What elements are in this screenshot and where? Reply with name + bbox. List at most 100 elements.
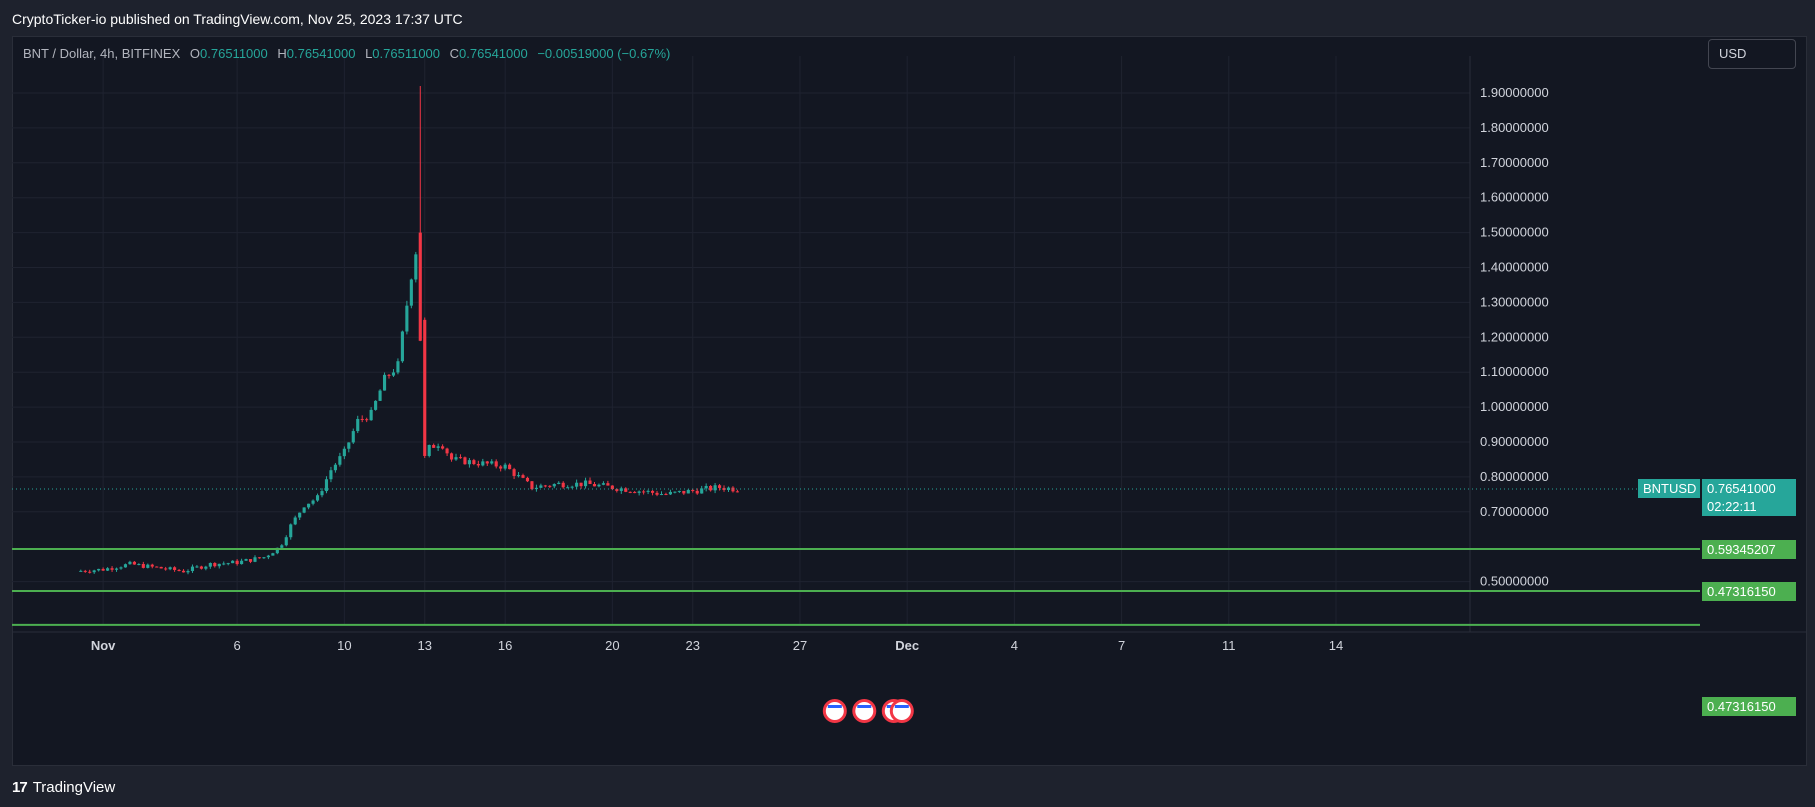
x-tick-label: 20: [605, 638, 619, 653]
candle-body: [418, 232, 422, 341]
candle-body: [664, 494, 668, 496]
candle-body: [253, 557, 257, 562]
candle-body: [378, 390, 382, 401]
candle-body: [655, 492, 659, 495]
candle-body: [159, 566, 163, 569]
level-price-tag: 0.47316150: [1702, 581, 1796, 601]
high-label: H: [277, 46, 287, 61]
candle-body: [356, 418, 360, 432]
candle-body: [606, 483, 610, 486]
candle-body: [731, 487, 735, 492]
us-flag-event-icon-face: [855, 702, 874, 720]
candle-body: [298, 512, 302, 518]
candle-body: [222, 563, 226, 565]
currency-button[interactable]: USD: [1708, 39, 1796, 69]
last-price-tag: 0.76541000: [1702, 478, 1796, 498]
candle-body: [329, 470, 333, 480]
candle-body: [101, 568, 105, 571]
candle-body: [570, 486, 574, 488]
candle-body: [110, 568, 114, 570]
candle-body: [539, 485, 543, 488]
candle-body: [525, 477, 530, 482]
candle-body: [391, 372, 396, 376]
candle-body: [463, 457, 467, 465]
candle-body: [262, 557, 266, 559]
candle-body: [173, 567, 177, 570]
candle-body: [360, 418, 364, 420]
candle-body: [592, 483, 597, 487]
candle-body: [289, 524, 293, 538]
us-flag-event-icon-stripe: [857, 705, 872, 708]
candle-body: [633, 492, 637, 494]
candle-body: [677, 490, 681, 492]
candle-body: [146, 564, 150, 568]
candle-body: [92, 570, 96, 573]
candle-body: [414, 254, 418, 280]
x-tick-label: 4: [1011, 638, 1018, 653]
candle-body: [668, 491, 672, 495]
candle-body: [494, 461, 498, 467]
candle-body: [575, 482, 579, 487]
candle-body: [601, 483, 605, 485]
ohlc-legend: BNT / Dollar, 4h, BITFINEX O0.76511000 H…: [23, 46, 670, 61]
candle-body: [199, 566, 203, 569]
x-tick-label: 16: [498, 638, 512, 653]
candle-body: [713, 485, 717, 491]
candle-body: [257, 557, 262, 559]
candle-body: [458, 457, 463, 459]
candle-body: [516, 475, 521, 477]
x-tick-label: Dec: [895, 638, 919, 653]
y-tick-label: 1.00000000: [1480, 399, 1549, 414]
candle-body: [436, 446, 440, 448]
candle-body: [347, 442, 351, 449]
x-tick-label: 7: [1118, 638, 1125, 653]
candle-body: [204, 566, 208, 569]
candle-body: [700, 488, 704, 494]
candle-body: [400, 331, 404, 362]
candle-body: [476, 464, 480, 466]
footer-brand[interactable]: TradingView: [32, 778, 116, 796]
y-tick-label: 1.10000000: [1480, 364, 1549, 379]
candle-body: [530, 481, 534, 490]
x-tick-label: 13: [418, 638, 432, 653]
last-price-symbol-tag: BNTUSD: [1638, 478, 1700, 498]
y-tick-label: 0.70000000: [1480, 504, 1549, 519]
candle-body: [79, 570, 83, 572]
candle-body: [97, 568, 101, 571]
candle-body: [650, 490, 655, 493]
candle-body: [83, 570, 87, 572]
y-tick-label: 1.90000000: [1480, 85, 1549, 100]
us-flag-event-icon-face: [892, 702, 911, 720]
published-line: CryptoTicker-io published on TradingView…: [12, 11, 463, 27]
candle-body: [235, 560, 239, 565]
y-tick-label: 1.50000000: [1480, 225, 1549, 240]
candle-body: [695, 490, 699, 494]
us-flag-event-icon-stripe: [894, 705, 909, 708]
y-tick-label: 1.30000000: [1480, 294, 1549, 309]
candle-body: [409, 279, 413, 306]
candle-body: [659, 494, 664, 496]
candle-body: [114, 568, 119, 570]
candle-body: [351, 431, 355, 443]
candle-body: [190, 566, 195, 572]
candle-body: [123, 564, 128, 568]
candle-body: [561, 482, 565, 488]
y-tick-label: 0.90000000: [1480, 434, 1549, 449]
candle-body: [137, 564, 141, 566]
x-tick-label: 14: [1329, 638, 1343, 653]
candle-body: [543, 485, 547, 487]
candle-body: [275, 547, 279, 554]
candle-body: [231, 560, 235, 564]
candle-body: [302, 507, 306, 513]
candle-body: [499, 466, 503, 469]
candle-body: [642, 491, 646, 493]
candle-body: [333, 464, 337, 471]
candle-body: [485, 461, 489, 464]
candle-body: [155, 566, 159, 568]
candle-body: [88, 571, 92, 573]
chart-pane[interactable]: [12, 36, 1807, 766]
candle-body: [338, 456, 342, 465]
tradingview-logo-icon[interactable]: 17: [12, 778, 28, 796]
candle-body: [481, 461, 485, 466]
